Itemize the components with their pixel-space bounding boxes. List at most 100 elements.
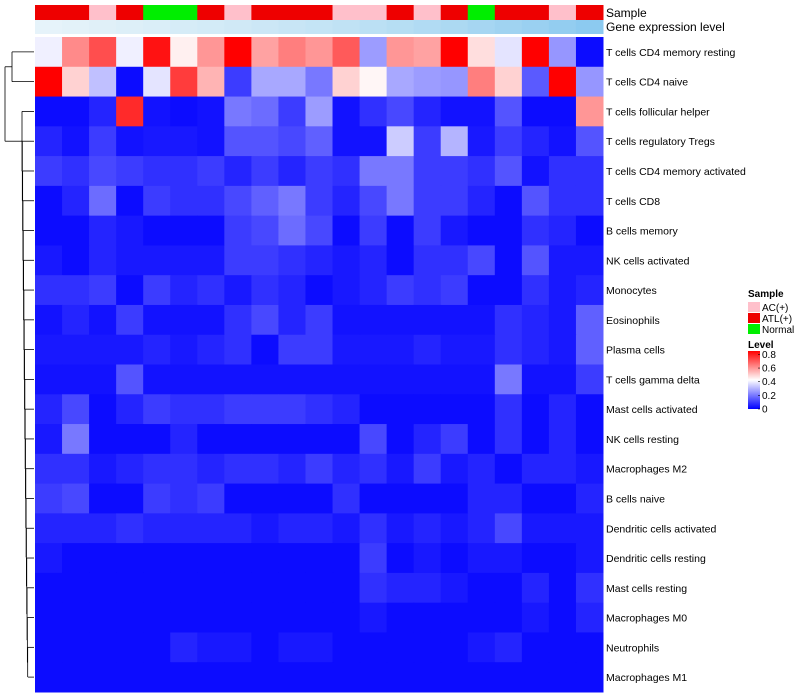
heatmap-cell — [35, 126, 63, 157]
heatmap-cell — [278, 215, 306, 246]
heatmap-cell — [170, 602, 198, 633]
heatmap-cell — [305, 572, 334, 604]
heatmap-cell — [359, 632, 388, 663]
heatmap-cell — [359, 275, 388, 306]
heatmap-cell — [251, 364, 279, 395]
heatmap-cell — [89, 215, 117, 246]
heatmap-cell — [386, 453, 415, 485]
heatmap-cell — [89, 543, 117, 574]
heatmap-cell — [359, 662, 388, 693]
legend-sample-label: AC(+) — [762, 303, 788, 314]
heatmap-cell — [467, 483, 496, 514]
legend-level-title: Level — [748, 340, 774, 351]
heatmap-cell — [35, 662, 63, 693]
heatmap-cell — [521, 126, 550, 157]
row-label: Dendritic cells activated — [606, 523, 716, 535]
heatmap-cell — [89, 453, 117, 485]
heatmap-cell — [89, 185, 117, 217]
heatmap-cell — [467, 424, 496, 455]
heatmap-cell — [116, 245, 144, 276]
heatmap-cell — [548, 572, 577, 604]
heatmap-cell — [467, 513, 496, 544]
heatmap-cell — [440, 424, 469, 455]
heatmap-cell — [251, 156, 279, 187]
heatmap-cell — [224, 662, 252, 693]
heatmap-cell — [575, 364, 604, 395]
heatmap-cell — [197, 37, 225, 68]
heatmap-cell — [332, 185, 361, 217]
heatmap-cell — [251, 572, 279, 604]
heatmap-cell — [359, 37, 388, 68]
heatmap-cell — [386, 96, 415, 127]
heatmap-cell — [548, 185, 577, 217]
heatmap-cell — [359, 453, 388, 485]
heatmap-cell — [386, 513, 415, 544]
heatmap-cell — [89, 424, 117, 455]
heatmap-cell — [251, 632, 279, 663]
heatmap-cell — [386, 364, 415, 395]
heatmap-cell — [332, 424, 361, 455]
heatmap-cell — [440, 185, 469, 217]
row-label: Mast cells activated — [606, 404, 698, 416]
heatmap-cell — [62, 513, 90, 544]
heatmap-cell — [467, 245, 496, 276]
sample-cell-atl — [521, 5, 550, 20]
heatmap-cell — [575, 96, 604, 127]
heatmap-cell — [197, 304, 225, 336]
heatmap-cell — [143, 424, 171, 455]
heatmap-cell — [359, 334, 388, 365]
sample-cell-atl — [116, 5, 144, 20]
heatmap-cell — [89, 156, 117, 187]
heatmap-cell — [224, 304, 252, 336]
heatmap-cell — [35, 334, 63, 365]
heatmap-cell — [359, 126, 388, 157]
legend-level-ticks: 0.8 0.6 0.4 0.2 0 — [758, 350, 776, 416]
gene-expression-cell — [521, 20, 550, 34]
heatmap-cell — [386, 572, 415, 604]
heatmap-cell — [62, 453, 90, 485]
heatmap-cell — [521, 275, 550, 306]
heatmap-cell — [278, 37, 306, 68]
gene-expression-cell — [224, 20, 252, 34]
heatmap-cell — [548, 126, 577, 157]
heatmap-cell — [521, 602, 550, 633]
heatmap-cell — [440, 334, 469, 365]
row-label: B cells naive — [606, 493, 665, 505]
gene-expression-cell — [143, 20, 171, 34]
heatmap-cell — [116, 275, 144, 306]
heatmap-cell — [467, 215, 496, 246]
gene-expression-cell — [467, 20, 496, 34]
heatmap-cell — [143, 483, 171, 514]
heatmap-cell — [548, 453, 577, 485]
heatmap-cell — [143, 543, 171, 574]
heatmap-cell — [251, 126, 279, 157]
heatmap-cell — [467, 37, 496, 68]
sample-cell-normal — [170, 5, 198, 20]
heatmap-cell — [278, 364, 306, 395]
heatmap-cell — [440, 394, 469, 425]
heatmap-cell — [548, 215, 577, 246]
heatmap-cell — [332, 394, 361, 425]
heatmap-cell — [494, 304, 523, 336]
sample-annotation-bar — [35, 5, 604, 20]
heatmap-cell — [224, 215, 252, 246]
heatmap-cell — [413, 572, 442, 604]
heatmap-cell — [251, 483, 279, 514]
heatmap-cell — [467, 543, 496, 574]
heatmap-cell — [413, 632, 442, 663]
heatmap-cell — [35, 602, 63, 633]
heatmap-cell — [170, 245, 198, 276]
heatmap-cell — [575, 662, 604, 693]
heatmap-cell — [116, 543, 144, 574]
heatmap-cell — [251, 602, 279, 633]
row-label: T cells follicular helper — [606, 106, 710, 118]
heatmap-cell — [440, 453, 469, 485]
heatmap-cell — [575, 394, 604, 425]
sample-cell-atl — [386, 5, 415, 20]
heatmap-cell — [89, 364, 117, 395]
gene-expression-cell — [386, 20, 415, 34]
heatmap-cell — [224, 632, 252, 663]
heatmap-cell — [332, 602, 361, 633]
row-label: Neutrophils — [606, 642, 659, 654]
heatmap-cell — [305, 394, 334, 425]
